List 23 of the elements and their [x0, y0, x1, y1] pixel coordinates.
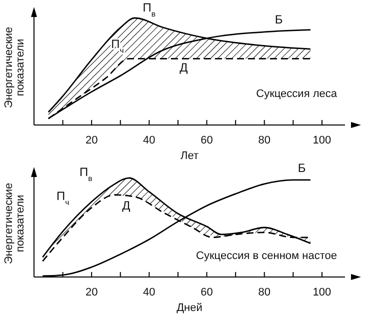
x-tick-label: 100	[312, 134, 332, 146]
x-tick-label: 20	[85, 134, 98, 146]
x-tick-label: 40	[143, 134, 156, 146]
x-tick-label: 40	[143, 286, 156, 298]
annotation: Д	[180, 60, 188, 74]
x-tick-label: 60	[200, 286, 213, 298]
annotation: Б	[274, 12, 283, 26]
x-tick-label: 80	[258, 134, 270, 146]
x-axis-title: Дней	[176, 302, 202, 314]
text: Б	[298, 161, 306, 176]
x-tick-label: 60	[200, 134, 213, 146]
annotation: П$_{в}$	[79, 165, 92, 183]
annotation: П$_{ч}$	[56, 188, 70, 206]
annotation: П$_{в}$	[142, 0, 156, 18]
annotation: Сукцессия леса	[256, 88, 338, 100]
x-axis-title: Лет	[180, 150, 199, 162]
x-tick-label: 80	[258, 286, 270, 298]
annotation: Д	[122, 198, 130, 213]
x-tick-label: 20	[85, 286, 98, 298]
annotation: Сукцессия в сенном настое	[196, 250, 337, 262]
y-axis-title: Энергетические показатели	[2, 182, 26, 264]
x-tick-label: 100	[312, 286, 332, 298]
y-axis-title: Энергетические показатели	[2, 26, 26, 108]
